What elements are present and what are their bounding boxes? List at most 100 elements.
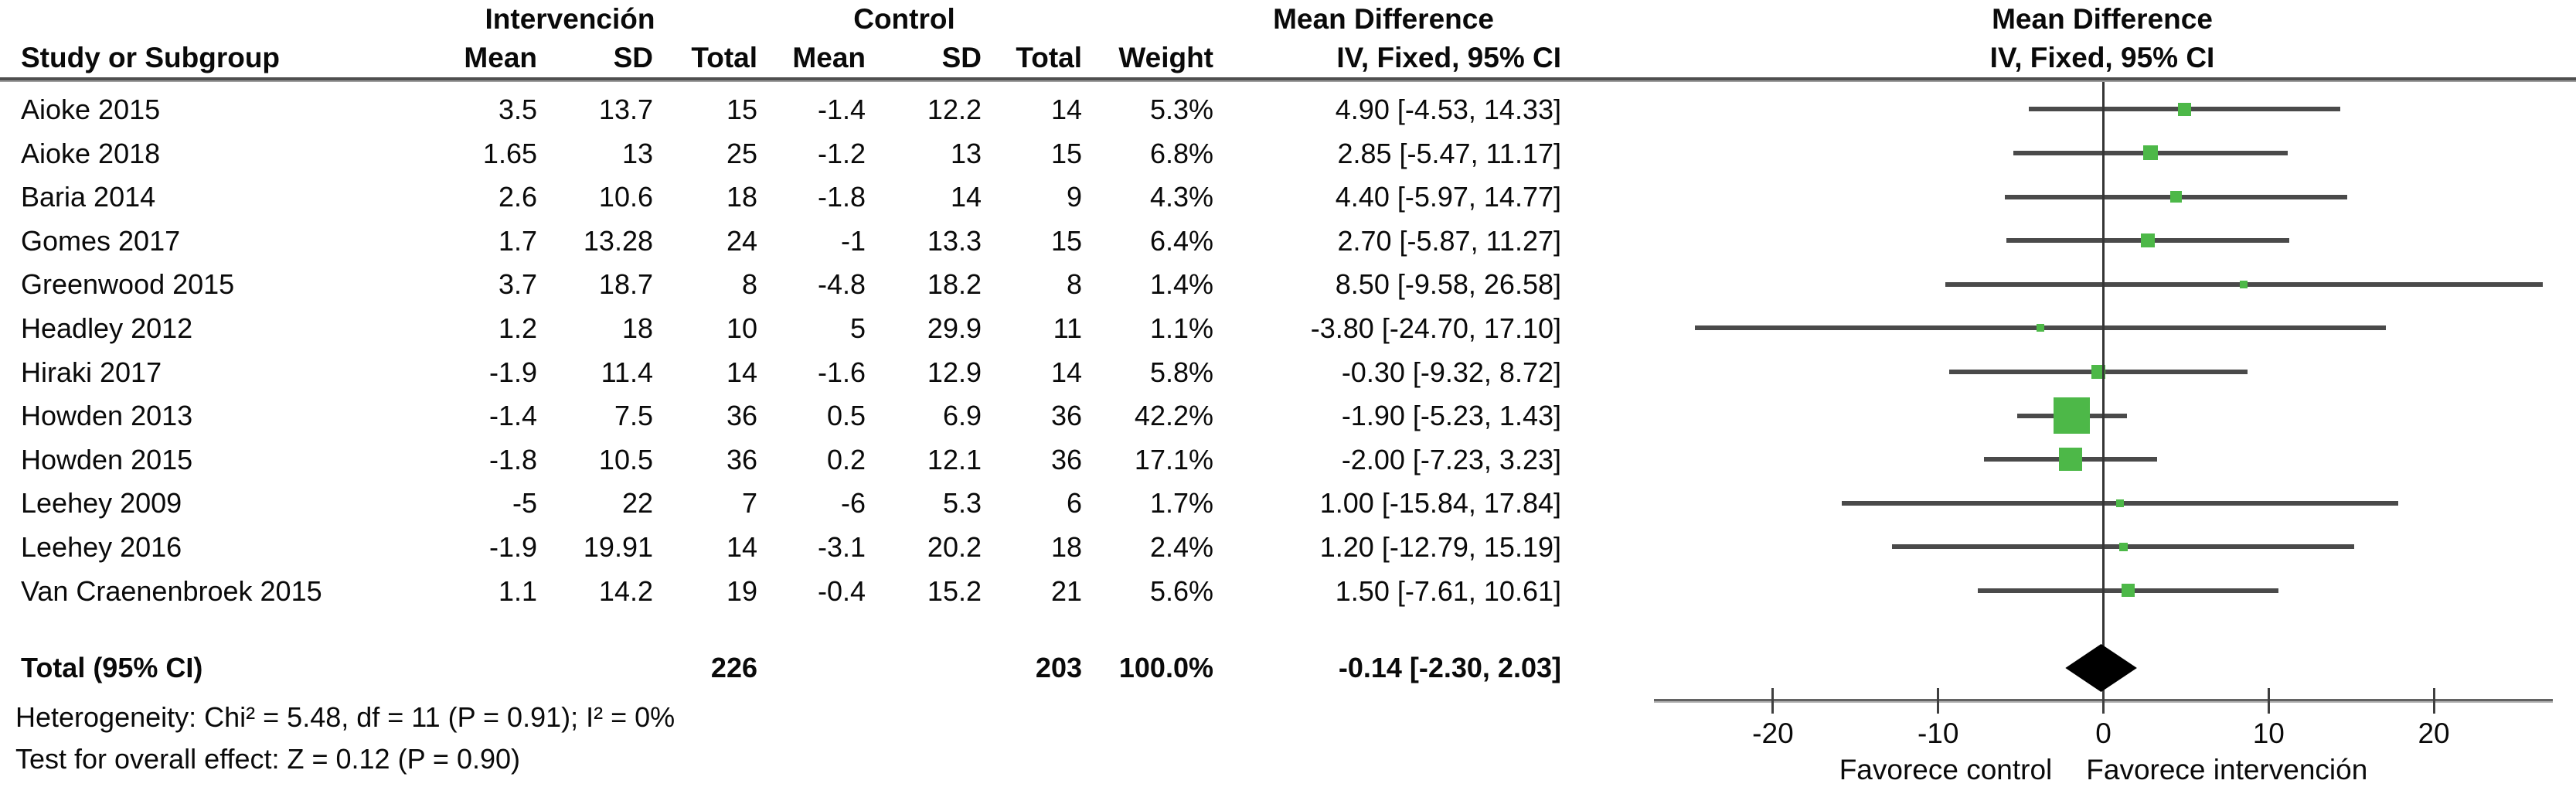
cell-intervention-total: 25	[726, 137, 757, 169]
cell-intervention-mean: -1.8	[488, 443, 537, 475]
cell-weight: 6.8%	[1149, 137, 1213, 169]
cell-control-total: 15	[1050, 224, 1082, 257]
cell-control-total: 9	[1066, 181, 1082, 213]
total-ci-text: -0.14 [-2.30, 2.03]	[1338, 652, 1561, 683]
cell-control-mean: -0.4	[817, 574, 866, 607]
cell-weight: 1.7%	[1149, 487, 1213, 520]
column-group-mean-difference: Mean Difference	[1273, 3, 1494, 35]
table-row: Howden 2013 -1.4 7.5 36 0.5 6.9 36 42.2% -1.90 […	[0, 394, 2576, 438]
table-row: Greenwood 2015 3.7 18.7 8 -4.8 18.2 8 1.4% 8.50 …	[0, 262, 2576, 306]
cell-control-sd: 29.9	[927, 312, 982, 344]
cell-intervention-total: 10	[726, 312, 757, 344]
cell-ci-text: 4.90 [-4.53, 14.33]	[1335, 94, 1561, 125]
cell-intervention-sd: 13.28	[583, 224, 653, 257]
cell-control-sd: 14	[950, 181, 982, 213]
cell-weight: 5.6%	[1149, 574, 1213, 607]
cell-intervention-sd: 18	[621, 312, 653, 344]
cell-ci-text: 2.85 [-5.47, 11.17]	[1337, 137, 1561, 169]
cell-control-sd: 13	[950, 137, 982, 169]
cell-ci-text: 1.50 [-7.61, 10.61]	[1335, 574, 1561, 607]
cell-control-total: 6	[1066, 487, 1082, 520]
axis-tick	[2432, 688, 2435, 714]
cell-control-mean: -1.2	[817, 137, 866, 169]
cell-ci-text: -1.90 [-5.23, 1.43]	[1341, 400, 1561, 432]
axis-tick-label: 10	[2252, 717, 2285, 749]
cell-control-total: 14	[1050, 94, 1082, 125]
cell-intervention-total: 7	[741, 487, 757, 520]
cell-control-mean: -1.6	[817, 356, 866, 388]
favours-intervention-label: Favorece intervención	[2086, 754, 2368, 785]
cell-intervention-mean: 1.2	[498, 312, 537, 344]
table-row: Aioke 2018 1.65 13 25 -1.2 13 15 6.8% 2.85 [-5.4…	[0, 131, 2576, 175]
table-row: Leehey 2016 -1.9 19.91 14 -3.1 20.2 18 2.4% 1.20…	[0, 525, 2576, 569]
cell-intervention-sd: 11.4	[601, 356, 653, 388]
study-label: Aioke 2015	[21, 94, 161, 125]
cell-control-sd: 18.2	[927, 268, 982, 301]
cell-intervention-sd: 13.7	[598, 94, 653, 125]
study-label: Hiraki 2017	[21, 356, 162, 388]
study-label: Baria 2014	[21, 181, 156, 213]
header-study-or-subgroup: Study or Subgroup	[21, 42, 281, 73]
axis-tick	[1771, 688, 1775, 714]
cell-intervention-total: 18	[726, 181, 757, 213]
cell-control-total: 14	[1050, 356, 1082, 388]
cell-intervention-sd: 14.2	[598, 574, 653, 607]
axis-tick-label: 0	[2095, 717, 2112, 749]
cell-ci-text: 2.70 [-5.87, 11.27]	[1337, 224, 1561, 257]
cell-control-sd: 12.9	[927, 356, 982, 388]
overall-effect-note: Test for overall effect: Z = 0.12 (P = 0…	[15, 743, 521, 775]
cell-intervention-total: 36	[726, 400, 757, 432]
table-row: Leehey 2009 -5 22 7 -6 5.3 6 1.7% 1.00 [-15.84, …	[0, 481, 2576, 525]
cell-intervention-total: 14	[726, 531, 757, 563]
effect-square	[2141, 233, 2156, 248]
axis-direction-labels: Favorece control Favorece intervención	[1654, 751, 2553, 789]
effect-square	[2037, 324, 2045, 332]
cell-weight: 17.1%	[1134, 443, 1213, 475]
cell-intervention-sd: 13	[621, 137, 653, 169]
header-control-mean: Mean	[792, 42, 866, 73]
cell-ci-text: -2.00 [-7.23, 3.23]	[1341, 443, 1561, 475]
table-row: Gomes 2017 1.7 13.28 24 -1 13.3 15 6.4% 2.70 [-5…	[0, 219, 2576, 263]
total-weight: 100.0%	[1118, 652, 1213, 683]
axis-tick-label: -10	[1917, 717, 1959, 749]
cell-intervention-mean: 2.6	[498, 181, 537, 213]
header-divider	[0, 77, 2576, 82]
cell-ci-text: 4.40 [-5.97, 14.77]	[1335, 181, 1561, 213]
cell-intervention-mean: 3.7	[498, 268, 537, 301]
cell-control-mean: 0.2	[826, 443, 866, 475]
cell-weight: 4.3%	[1149, 181, 1213, 213]
cell-ci-text: 8.50 [-9.58, 26.58]	[1335, 268, 1561, 301]
total-control-n: 203	[1035, 652, 1082, 683]
cell-control-mean: -3.1	[817, 531, 866, 563]
total-label: Total (95% CI)	[21, 652, 203, 683]
cell-intervention-total: 15	[726, 94, 757, 125]
cell-intervention-total: 8	[741, 268, 757, 301]
effect-square	[2054, 397, 2091, 434]
cell-control-sd: 20.2	[927, 531, 982, 563]
cell-ci-text: -0.30 [-9.32, 8.72]	[1341, 356, 1561, 388]
cell-intervention-mean: 1.65	[482, 137, 537, 169]
effect-square	[2091, 364, 2106, 379]
cell-intervention-sd: 7.5	[614, 400, 653, 432]
cell-intervention-mean: -1.9	[488, 531, 537, 563]
cell-intervention-sd: 19.91	[583, 531, 653, 563]
cell-intervention-sd: 10.6	[598, 181, 653, 213]
effect-square	[2240, 280, 2248, 288]
header-control-sd: SD	[941, 42, 982, 73]
effect-square	[2142, 145, 2158, 161]
axis-tick-label: 20	[2418, 717, 2450, 749]
cell-intervention-mean: 1.7	[498, 224, 537, 257]
cell-weight: 42.2%	[1134, 400, 1213, 432]
cell-control-mean: 5	[849, 312, 866, 344]
axis-tick	[1937, 688, 1940, 714]
study-label: Van Craenenbroek 2015	[21, 574, 322, 607]
column-group-intervention: Intervención	[485, 3, 655, 35]
header-intervention-mean: Mean	[464, 42, 537, 73]
effect-square	[2118, 542, 2128, 551]
header-intervention-total: Total	[691, 42, 757, 73]
cell-weight: 2.4%	[1149, 531, 1213, 563]
study-label: Greenwood 2015	[21, 268, 235, 301]
cell-weight: 6.4%	[1149, 224, 1213, 257]
cell-control-total: 18	[1050, 531, 1082, 563]
study-label: Headley 2012	[21, 312, 193, 344]
